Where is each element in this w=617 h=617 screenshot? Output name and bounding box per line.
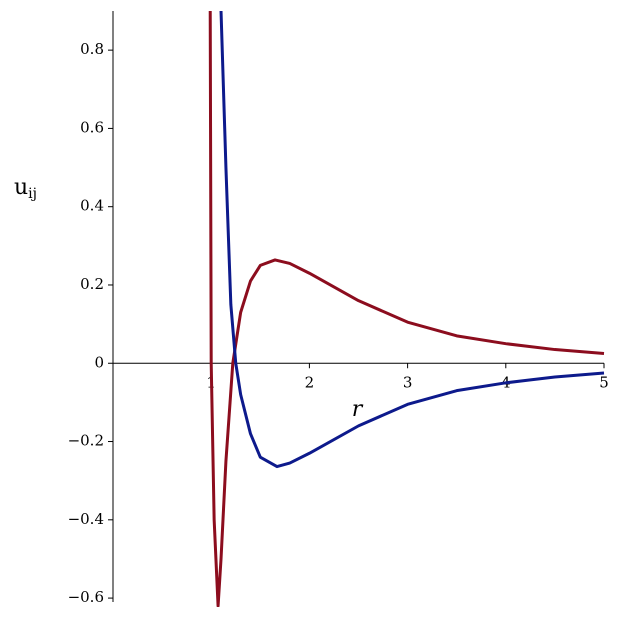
y-tick-label: 0.4	[80, 197, 104, 215]
x-tick-label: 2	[305, 373, 315, 391]
y-tick-label: 0	[94, 353, 104, 371]
y-tick-label: 0.6	[80, 118, 104, 136]
y-axis-label-sub: ij	[28, 186, 37, 202]
line	[208, 11, 605, 607]
y-tick-label: −0.6	[68, 588, 104, 606]
x-axis-label: r	[352, 397, 364, 422]
line	[219, 11, 605, 469]
x-tick-label: 3	[403, 373, 413, 391]
y-axis-label: uij	[14, 175, 37, 202]
y-tick-label: −0.2	[68, 432, 104, 450]
y-axis-label-main: u	[14, 175, 28, 200]
y-tick-label: −0.4	[68, 510, 104, 528]
y-tick-label: 0.8	[80, 40, 104, 58]
y-tick-label: 0.2	[80, 275, 104, 293]
x-tick-label: 5	[599, 373, 609, 391]
